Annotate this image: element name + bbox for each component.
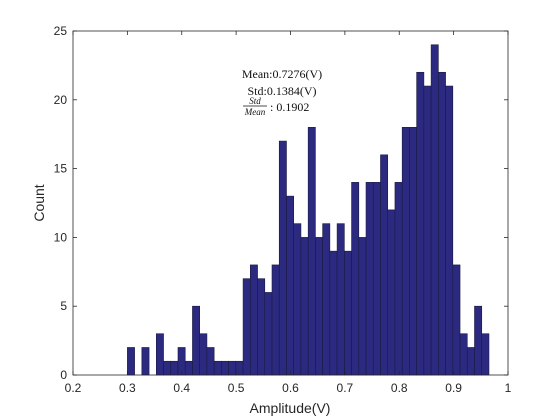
y-tick-label: 5: [60, 299, 67, 313]
ratio-denominator: Mean: [244, 107, 266, 117]
histogram-bar: [481, 333, 490, 376]
histogram-bar: [322, 223, 331, 376]
histogram-bar: [293, 223, 302, 376]
histogram-bar: [163, 360, 172, 376]
histogram-bar: [206, 347, 215, 376]
histogram-bar: [300, 237, 309, 376]
ratio-value: : 0.1902: [270, 100, 309, 114]
y-tick-label: 10: [54, 230, 68, 244]
histogram-bar: [127, 347, 135, 376]
histogram-bar: [401, 127, 410, 376]
x-tick-label: 0.6: [282, 381, 299, 395]
histogram-bar: [242, 278, 251, 376]
histogram-bar: [329, 250, 338, 376]
histogram-bar: [170, 360, 179, 376]
x-tick-label: 0.3: [119, 381, 136, 395]
histogram-bar: [358, 237, 367, 376]
histogram-bar: [344, 250, 352, 376]
x-axis-title: Amplitude(V): [250, 400, 331, 416]
histogram-bar: [156, 333, 164, 376]
histogram-bar: [315, 237, 323, 376]
statistics-annotation: Mean:0.7276(V) Std:0.1384(V) Std Mean : …: [242, 67, 322, 117]
histogram-bar: [235, 360, 244, 376]
histogram-bar: [213, 360, 222, 376]
histogram-bar: [372, 182, 381, 376]
histogram-bar: [409, 127, 417, 376]
x-axis-ticks: 0.2 0.3 0.4 0.5 0.6 0.7 0.8 0.9 1: [65, 31, 512, 395]
histogram-bar: [336, 223, 345, 376]
histogram-bar: [466, 347, 475, 376]
x-tick-label: 0.4: [173, 381, 190, 395]
histogram-bar: [250, 264, 258, 376]
x-tick-label: 0.5: [228, 381, 245, 395]
histogram-bar: [474, 305, 483, 376]
y-tick-label: 20: [54, 93, 68, 107]
histogram-bar: [394, 182, 403, 376]
histogram-bar: [286, 195, 295, 376]
histogram-bar: [387, 209, 396, 376]
y-tick-label: 15: [54, 162, 68, 176]
y-axis-ticks: 0 5 10 15 20 25: [54, 24, 508, 382]
y-axis-title: Count: [31, 184, 47, 221]
histogram-bar: [365, 182, 374, 376]
histogram-bar: [307, 127, 316, 376]
x-tick-label: 1: [505, 381, 512, 395]
y-tick-label: 25: [54, 24, 68, 38]
ratio-numerator: Std: [249, 96, 261, 106]
histogram-bar: [221, 360, 229, 376]
x-tick-label: 0.9: [445, 381, 462, 395]
histogram-bar: [257, 278, 266, 376]
histogram-bar: [184, 360, 193, 376]
histogram-bar: [416, 71, 425, 376]
histogram-bar: [199, 333, 208, 376]
x-tick-label: 0.2: [65, 381, 82, 395]
histogram-bar: [423, 85, 432, 376]
histogram-bar: [430, 44, 439, 376]
histogram-bar: [380, 154, 389, 376]
histogram-bar: [445, 85, 454, 376]
std-annotation: Std:0.1384(V): [248, 84, 317, 98]
histogram-bar: [452, 264, 461, 376]
x-tick-label: 0.7: [337, 381, 354, 395]
histogram-bar: [177, 347, 186, 376]
histogram-bar: [192, 305, 200, 376]
mean-annotation: Mean:0.7276(V): [242, 67, 322, 81]
histogram-bar: [459, 333, 468, 376]
histogram-bar: [264, 292, 273, 376]
y-tick-label: 0: [60, 368, 67, 382]
x-tick-label: 0.8: [391, 381, 408, 395]
histogram-bar: [228, 360, 237, 376]
histogram-bar: [351, 182, 360, 376]
histogram-bar: [141, 347, 150, 376]
histogram-bar: [438, 71, 446, 376]
histogram-bar: [278, 140, 287, 376]
histogram-bar: [271, 264, 280, 376]
